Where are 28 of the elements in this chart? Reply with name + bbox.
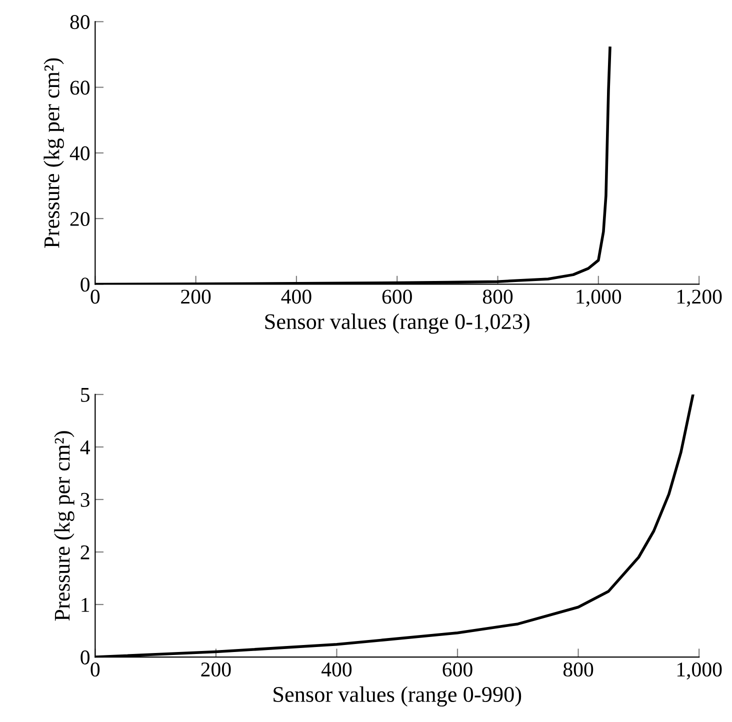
x-tick-label: 800: [563, 662, 594, 677]
x-tick-label: 0: [90, 662, 100, 677]
y-tick-label: 40: [70, 146, 90, 160]
y-tick-label: 3: [80, 492, 90, 507]
x-tick-label: 200: [201, 662, 231, 677]
y-tick-label: 5: [81, 388, 90, 402]
x-tick-label: 0: [90, 290, 100, 304]
x-tick-label: 400: [322, 662, 352, 677]
x-tick-label: 200: [181, 290, 211, 304]
x-axis-title: Sensor values (range 0-990): [274, 686, 522, 707]
y-tick-label: 80: [70, 15, 90, 30]
y-tick-label: 60: [70, 80, 90, 95]
x-axis-title: Sensor values (range 0-1,023): [265, 314, 530, 334]
y-axis-title: Pressure (kg per cm²): [44, 58, 64, 248]
y-axis-title: Pressure (kg per cm²): [54, 431, 74, 621]
y-tick-label: 2: [80, 545, 90, 560]
x-tick-label: 600: [442, 662, 472, 677]
x-tick-label: 1,200: [677, 290, 722, 307]
x-tick-label: 1,000: [576, 290, 622, 307]
x-tick-label: 600: [382, 290, 412, 304]
x-tick-label: 400: [281, 290, 312, 304]
x-tick-label: 1,000: [677, 662, 722, 680]
x-tick-label: 800: [482, 290, 513, 304]
y-tick-label: 0: [80, 650, 90, 664]
y-tick-label: 4: [80, 440, 90, 454]
y-tick-label: 20: [70, 212, 90, 226]
y-tick-label: 1: [82, 598, 90, 612]
y-tick-label: 0: [80, 278, 90, 292]
